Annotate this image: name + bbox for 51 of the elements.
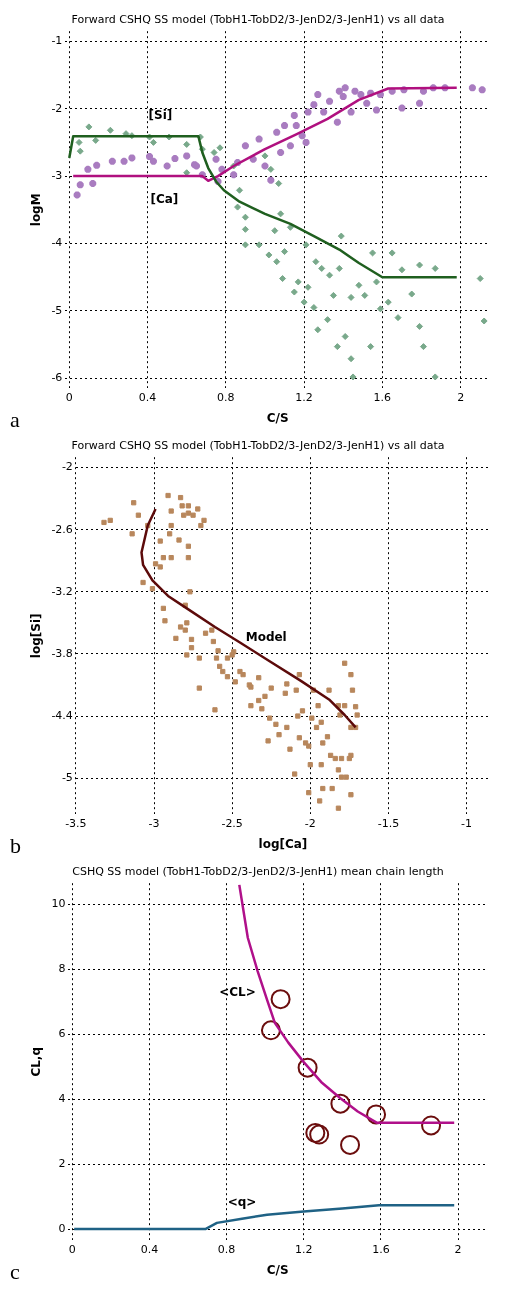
x-tick-label: 1.6 [373, 390, 392, 404]
text: b [10, 832, 21, 858]
y-tick-label: -2 [51, 101, 63, 115]
x-tick-label: 0.4 [138, 390, 157, 404]
y-tick-label: 2 [58, 1156, 66, 1170]
y-tick-label: -4 [51, 236, 63, 250]
x-axis-title: C/S [266, 1262, 289, 1277]
chart-title: CSHQ SS model (TobH1-TobD2/3-JenD2/3-JenH1) mean chain length [72, 865, 444, 879]
text: c [10, 1258, 20, 1284]
x-axis-title: log[Ca] [258, 836, 308, 851]
x-tick-label: -3 [148, 816, 160, 830]
y-tick-label: -6 [51, 371, 63, 385]
x-tick-label: -3.5 [65, 816, 87, 830]
x-tick-label: -2.5 [221, 816, 243, 830]
y-tick-label: 8 [58, 962, 66, 976]
y-tick-label: 0 [58, 1221, 66, 1235]
y-tick-label: -5 [51, 303, 63, 317]
y-axis-title: logM [29, 193, 44, 227]
series-label: Model [245, 630, 287, 645]
x-tick-label: 0.8 [217, 390, 235, 404]
y-tick-label: 4 [58, 1092, 66, 1105]
x-tick-label: -2 [304, 816, 316, 830]
x-tick-label: -1 [461, 816, 473, 830]
y-tick-label: 6 [58, 1027, 66, 1041]
x-tick-label: 2 [457, 390, 465, 404]
y-tick-label: -2 [61, 460, 73, 474]
y-tick-label: -1 [51, 34, 63, 48]
y-tick-label: -5 [61, 771, 73, 785]
y-axis-title: log[Si] [29, 613, 44, 659]
text: a [10, 406, 20, 432]
x-tick-label: 1.6 [372, 1242, 390, 1256]
x-tick-label: -1.5 [377, 816, 400, 830]
series-label: <q> [227, 1194, 257, 1209]
x-tick-label: 2 [454, 1242, 462, 1256]
chart-title: Forward CSHQ SS model (TobH1-TobD2/3-JenD2/3-JenH1) vs all data [71, 439, 445, 453]
y-tick-label: -2.6 [51, 522, 73, 536]
chart-title: Forward CSHQ SS model (TobH1-TobD2/3-JenD2/3-JenH1) vs all data [71, 13, 445, 27]
series-label: [Ca] [150, 192, 179, 207]
x-tick-label: 0.8 [217, 1242, 236, 1256]
y-tick-label: -3 [51, 168, 63, 182]
x-tick-label: 1.2 [295, 390, 313, 404]
y-tick-label: -3.8 [51, 646, 73, 660]
x-axis-title: C/S [266, 410, 289, 425]
series-label: <CL> [219, 984, 256, 999]
y-tick-label: -3.2 [51, 584, 73, 598]
y-tick-label: 10 [51, 897, 66, 911]
x-tick-label: 0.4 [140, 1242, 159, 1256]
x-tick-label: 1.2 [294, 1242, 313, 1256]
y-tick-label: -4.4 [51, 708, 73, 722]
series-label: [Si] [148, 108, 173, 123]
y-axis-title: CL,q [29, 1047, 44, 1077]
